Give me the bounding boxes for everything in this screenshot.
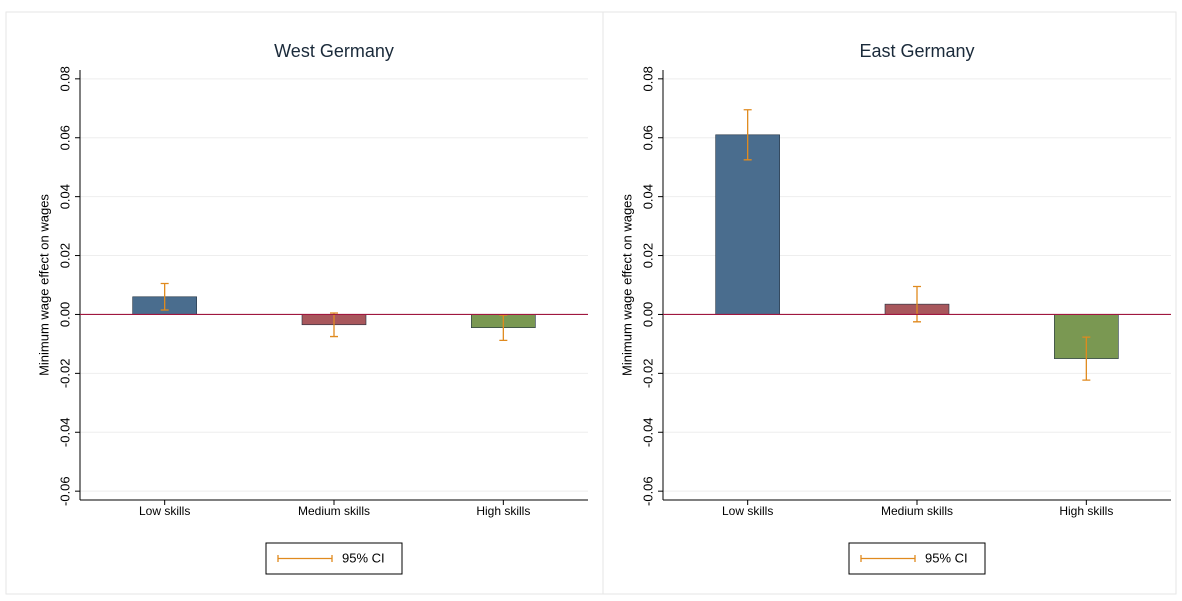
y-axis-label: Minimum wage effect on wages bbox=[619, 194, 634, 376]
error-bar bbox=[913, 285, 921, 323]
x-tick-label: High skills bbox=[476, 504, 530, 518]
y-tick-label: 0.02 bbox=[640, 243, 655, 268]
y-tick-label: 0.08 bbox=[640, 66, 655, 91]
bar bbox=[715, 134, 780, 315]
error-bar bbox=[1082, 336, 1091, 381]
y-tick-label: 0.02 bbox=[57, 243, 72, 268]
y-axis-label: Minimum wage effect on wages bbox=[36, 194, 51, 376]
legend-key bbox=[860, 555, 916, 562]
chart-title: East Germany bbox=[859, 41, 974, 61]
y-tick-label: 0.00 bbox=[640, 302, 655, 327]
x-tick-label: Medium skills bbox=[298, 504, 370, 518]
x-tick-label: Low skills bbox=[722, 504, 773, 518]
figure-frame bbox=[5, 11, 1177, 595]
legend-key bbox=[277, 555, 333, 562]
y-tick-label: 0.00 bbox=[57, 302, 72, 327]
x-tick-label: Low skills bbox=[139, 504, 190, 518]
error-bar bbox=[160, 282, 169, 311]
y-tick-label: 0.08 bbox=[57, 66, 72, 91]
y-tick-label: -0.04 bbox=[57, 417, 72, 447]
y-tick-label: -0.06 bbox=[57, 476, 72, 506]
error-bar bbox=[330, 312, 338, 338]
x-tick-label: High skills bbox=[1059, 504, 1113, 518]
y-tick-label: -0.02 bbox=[57, 359, 72, 389]
x-tick-label: Medium skills bbox=[881, 504, 953, 518]
legend-label: 95% CI bbox=[925, 550, 968, 565]
y-tick-label: 0.06 bbox=[57, 125, 72, 150]
y-tick-label: -0.06 bbox=[640, 476, 655, 506]
y-tick-label: 0.04 bbox=[57, 184, 72, 209]
y-tick-label: -0.04 bbox=[640, 417, 655, 447]
error-bar bbox=[743, 109, 752, 161]
y-tick-label: 0.04 bbox=[640, 184, 655, 209]
y-tick-label: -0.02 bbox=[640, 359, 655, 389]
chart-title: West Germany bbox=[274, 41, 394, 61]
legend-label: 95% CI bbox=[342, 550, 385, 565]
y-tick-label: 0.06 bbox=[640, 125, 655, 150]
